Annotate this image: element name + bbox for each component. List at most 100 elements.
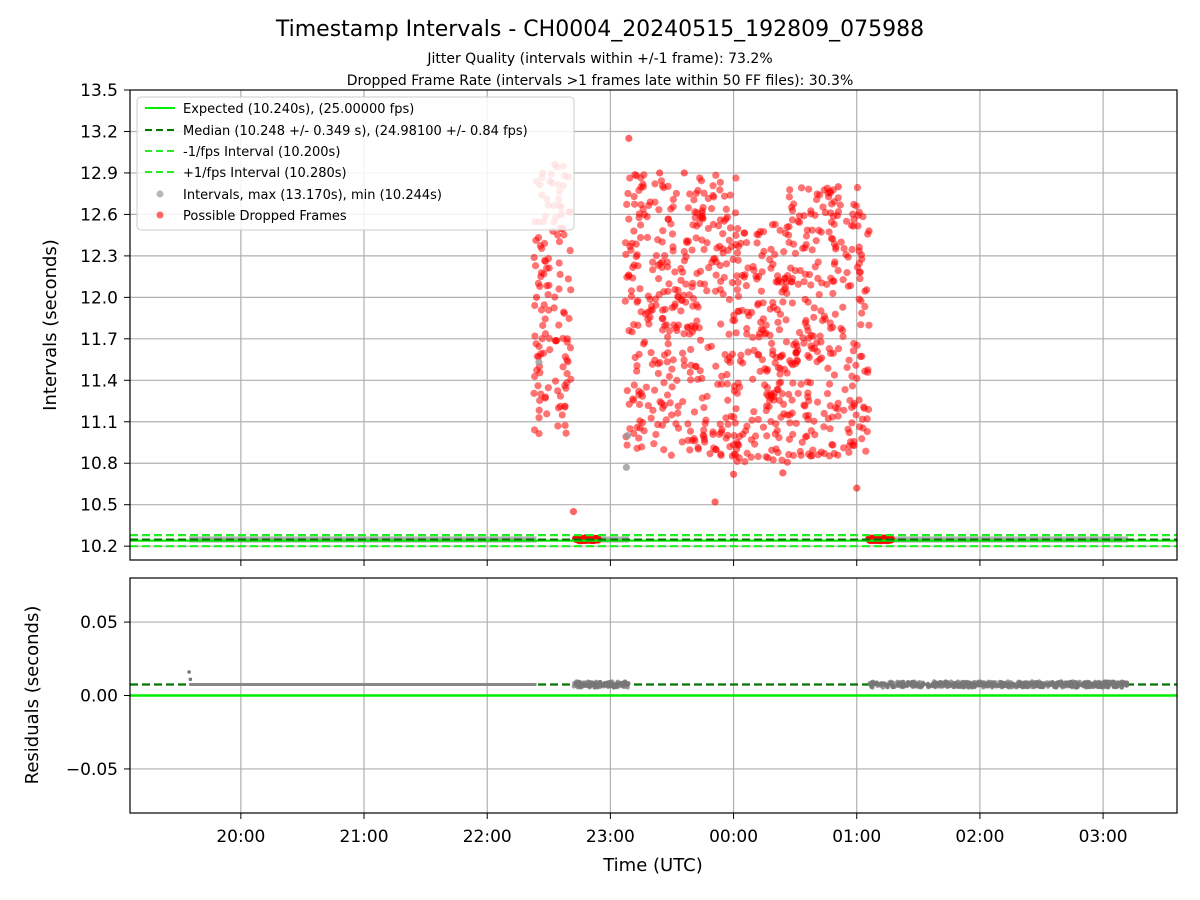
dropped-frame-point [554, 387, 562, 395]
dropped-frame-point [669, 195, 677, 204]
intervals-panel: 10.2 10.5 10.8 11.1 11.4 11.7 12.0 12.3 12.6 12.9… [40, 81, 1178, 566]
dropped-frame-point [655, 275, 663, 283]
dropped-frame-point [634, 262, 642, 270]
interval-point [622, 463, 631, 471]
dropped-frame-point [703, 287, 711, 295]
dropped-frame-point [776, 370, 784, 378]
residual-point [925, 681, 931, 687]
dropped-frame-point [724, 396, 732, 404]
dropped-frame-point [717, 320, 725, 328]
residual-point [997, 683, 1003, 689]
dropped-frame-point [826, 324, 835, 332]
dropped-frame-point [700, 245, 708, 254]
dropped-frame-point [793, 356, 801, 364]
intervals-y-tick-label: 13.5 [80, 81, 118, 101]
dropped-frame-point [558, 411, 566, 419]
dropped-frame-point [744, 348, 752, 356]
dropped-frame-point [680, 169, 688, 177]
dropped-frame-point [861, 287, 869, 295]
dropped-frame-point [625, 215, 633, 223]
intervals-y-tick-label: 12.0 [80, 288, 118, 308]
dropped-frame-point [834, 266, 842, 275]
dropped-frame-point [789, 379, 797, 387]
dropped-frame-point [714, 222, 723, 230]
dropped-frame-point [834, 194, 842, 202]
dropped-frame-point [707, 205, 716, 213]
intervals-y-tick-label: 10.8 [80, 454, 118, 474]
dropped-frame-point [633, 362, 641, 370]
dropped-frame-point [759, 423, 768, 431]
dropped-frame-point [704, 194, 712, 203]
dropped-frame-point [717, 428, 725, 436]
dropped-frame-point [544, 291, 552, 299]
dropped-frame-point [805, 270, 814, 279]
legend-expected-label: Expected (10.240s), (25.00000 fps) [183, 102, 414, 117]
intervals-y-tick-label: 13.2 [80, 122, 118, 142]
dropped-frame-point [667, 451, 675, 459]
dropped-frame-point [638, 392, 646, 400]
dropped-frame-point [636, 285, 644, 293]
dropped-frame-point [758, 268, 766, 276]
dropped-frame-point [852, 411, 860, 419]
dropped-frame-point [803, 226, 811, 234]
residuals-y-tick-label: −0.05 [66, 760, 118, 780]
dropped-frame-point [630, 200, 639, 208]
dropped-frame-point [656, 169, 664, 177]
dropped-frame-point [805, 397, 813, 405]
dropped-frame-point [834, 451, 842, 459]
dropped-frame-point [843, 269, 851, 277]
dropped-frame-point [827, 218, 836, 226]
dropped-frame-point [698, 374, 706, 382]
dropped-frame-point [658, 182, 667, 190]
chart-title: Timestamp Intervals - CH0004_20240515_19… [275, 17, 924, 42]
dropped-frame-point [696, 367, 704, 375]
dropped-frame-point [827, 234, 836, 243]
legend-box [136, 96, 575, 231]
dropped-frame-point [794, 389, 802, 398]
dropped-frame-point [642, 383, 650, 391]
dropped-frame-point [714, 380, 722, 388]
dropped-frame-point [801, 295, 809, 303]
legend-intervals-label: Intervals, max (13.170s), min (10.244s) [183, 188, 442, 203]
residual-point [972, 682, 977, 688]
dropped-frame-point [799, 244, 807, 252]
dropped-frame-point [693, 317, 701, 325]
dropped-frame-point [805, 185, 813, 193]
dropped-frame-point [787, 278, 795, 286]
dropped-frame-point [734, 256, 742, 264]
dropped-frame-point [817, 307, 825, 315]
dropped-frame-point [630, 321, 638, 329]
dropped-frame-point [567, 286, 575, 294]
dropped-frame-point [804, 351, 812, 360]
dropped-frame-point [685, 330, 694, 338]
residuals-y-tick-label: 0.00 [80, 687, 118, 707]
dropped-frame-point [734, 242, 743, 250]
residual-point [1027, 682, 1033, 688]
dropped-frame-point [719, 245, 727, 253]
dropped-frame-point [716, 178, 724, 186]
dropped-frame-point [674, 424, 683, 432]
dropped-frame-point [682, 237, 691, 245]
dropped-frame-point [812, 237, 820, 245]
residual-point [1010, 683, 1016, 689]
residual-point [981, 680, 987, 685]
dropped-frame-point [723, 356, 732, 364]
residuals-y-tick-label: 0.05 [80, 613, 118, 633]
dropped-frame-point [826, 189, 835, 197]
dropped-frame-point [817, 228, 825, 236]
dropped-frame-point [790, 341, 798, 349]
residual-point [1062, 684, 1068, 689]
dropped-frame-point [687, 361, 695, 369]
dropped-frame-point [773, 385, 781, 394]
dropped-frame-point [858, 309, 866, 317]
intervals-y-tick-label: 12.9 [80, 164, 118, 184]
dropped-frame-point [848, 372, 856, 380]
dropped-frame-point [772, 445, 780, 453]
dropped-frame-point [769, 347, 777, 355]
dropped-frame-point [671, 268, 679, 276]
dropped-frame-point [639, 180, 647, 188]
dropped-frame-point [711, 498, 719, 506]
dropped-frame-point [664, 340, 672, 348]
dropped-frame-point [726, 224, 735, 232]
dropped-frame-point [780, 285, 788, 293]
